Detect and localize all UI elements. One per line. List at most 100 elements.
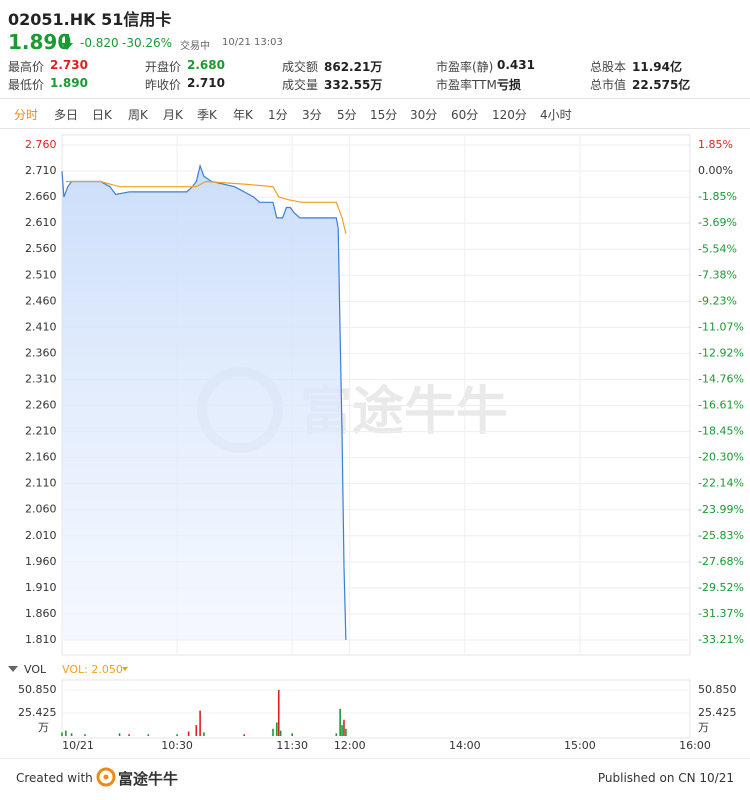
down-arrow-icon [61,34,73,50]
y-tick-label: 1.960 [25,555,57,568]
tab[interactable]: 120分 [492,108,527,122]
price-change: -0.820 [80,36,119,50]
tab[interactable]: 年K [233,108,253,122]
y2-tick-label: -11.07% [698,320,744,333]
y-tick-label: 2.260 [25,399,57,412]
stat-value: 11.94亿 [632,60,682,74]
volume-title: VOL [24,663,47,676]
tab[interactable]: 30分 [410,108,438,122]
volume-bar [70,733,73,736]
volume-bar [343,719,345,736]
stat-value: 2.730 [50,58,88,72]
tab[interactable]: 季K [197,108,217,122]
y2-tick-label: -29.52% [698,581,744,594]
volume-unit: 万 [38,721,49,734]
y2-tick-label: -31.37% [698,607,744,620]
x-tick-label: 15:00 [564,739,596,752]
volume-bar [187,731,190,736]
volume-bar [84,734,86,736]
y2-tick-label: -27.68% [698,555,744,568]
x-tick-label: 16:00 [679,739,711,752]
y2-tick-label: -20.30% [698,451,744,464]
y2-tick-label: 25.425 [698,706,737,719]
stat-value: 0.431 [497,58,535,72]
y-tick-label: 1.910 [25,581,57,594]
last-price: 1.890 [8,30,72,54]
y-tick-label: 2.310 [25,372,57,385]
y-tick-label: 2.710 [25,164,57,177]
volume-frame [61,679,691,739]
stat-value: 22.575亿 [632,78,691,92]
brand-logo [96,767,116,787]
stat-label: 成交量 [282,78,319,92]
y-tick-label: 2.160 [25,451,57,464]
price-change-pct: -30.26% [122,36,173,50]
tab[interactable]: 分时 [14,108,39,122]
y-tick-label: 25.425 [18,706,57,719]
tab[interactable]: 周K [128,108,148,122]
y2-tick-label: -14.76% [698,373,744,386]
y-tick-label: 1.860 [25,607,57,620]
x-tick-label: 14:00 [449,739,481,752]
tab[interactable]: 日K [92,108,112,122]
tab[interactable]: 60分 [451,108,479,122]
tab[interactable]: 1分 [268,108,288,122]
y2-tick-label: -7.38% [698,268,737,281]
volume-bar [195,725,198,736]
volume-bar [341,725,343,736]
volume-bar [276,722,278,736]
volume-bar [203,732,205,736]
volume-bar [345,728,347,736]
price-area [62,165,346,641]
y2-tick-label: -3.69% [698,216,737,229]
volume-bar [335,733,338,736]
stat-value: 2.680 [187,58,225,72]
y-tick-label: 2.610 [25,216,57,229]
separator [0,758,750,759]
y2-tick-label: -5.54% [698,242,737,255]
created-with: Created with [16,771,93,785]
x-tick-label: 11:30 [276,739,308,752]
chart: 富途牛牛 2.7602.7102.6602.6102.5602.5102.460… [8,134,744,752]
tab[interactable]: 月K [163,108,183,122]
stat-label: 成交额 [282,60,319,74]
y2-tick-label: -23.99% [698,503,744,516]
stat-value: 862.21万 [324,60,383,74]
stat-label: 总股本 [590,60,627,74]
y2-tick-label: -16.61% [698,399,744,412]
separator [0,98,750,99]
x-tick-label: 10:30 [161,739,193,752]
tab[interactable]: 5分 [337,108,357,122]
tab[interactable]: 4小时 [540,108,572,122]
y-tick-label: 50.850 [18,683,57,696]
volume-bar [118,733,121,736]
y2-tick-label: 50.850 [698,683,737,696]
y-tick-label: 2.510 [25,268,57,281]
stat-value: 亏损 [497,78,522,92]
y2-tick-label: -9.23% [698,294,737,307]
stat-label: 市盈率(静) [436,60,494,74]
y2-tick-label: 0.00% [698,164,733,177]
trading-status: 交易中 [180,41,210,52]
y2-tick-label: -25.83% [698,529,744,542]
separator [0,128,750,129]
volume-unit: 万 [698,721,709,734]
volume-bar [176,734,178,736]
volume-bar [272,728,274,736]
tab[interactable]: 3分 [302,108,322,122]
volume-bar [147,734,150,736]
tab[interactable]: 15分 [370,108,398,122]
stat-value: 2.710 [187,76,225,90]
stat-label: 市盈率TTM [436,78,497,92]
volume-bar [279,730,282,736]
tab[interactable]: 多日 [54,108,79,122]
stat-value: 1.890 [50,76,88,90]
y-tick-label: 2.460 [25,294,57,307]
volume-bar [199,710,201,736]
stat-label: 昨收价 [145,78,182,92]
y2-tick-label: 1.85% [698,138,733,151]
stat-value: 332.55万 [324,78,383,92]
y2-tick-label: -22.14% [698,477,744,490]
volume-bar [61,732,63,736]
